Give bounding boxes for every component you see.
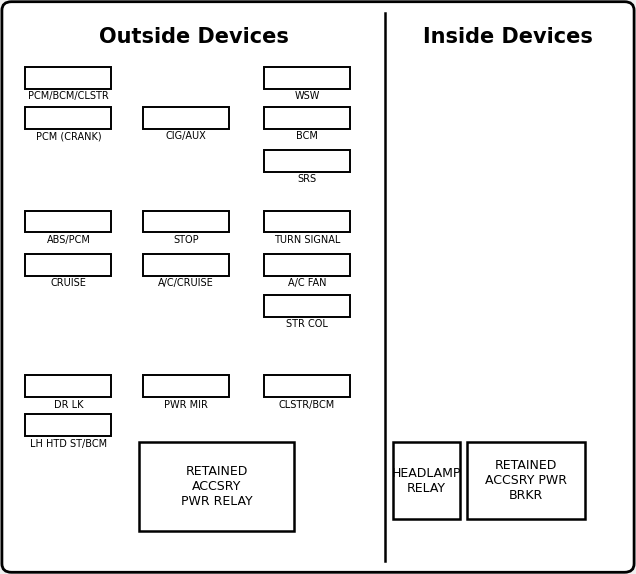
Text: RETAINED
ACCSRY
PWR RELAY: RETAINED ACCSRY PWR RELAY: [181, 465, 252, 508]
Text: Inside Devices: Inside Devices: [422, 28, 593, 47]
Text: BCM: BCM: [296, 131, 318, 141]
Bar: [25, 254, 111, 276]
Bar: [393, 442, 460, 519]
Bar: [25, 107, 111, 129]
Bar: [264, 67, 350, 89]
Text: SRS: SRS: [297, 174, 317, 184]
Bar: [25, 375, 111, 397]
Bar: [139, 442, 294, 531]
Bar: [25, 211, 111, 232]
Bar: [264, 107, 350, 129]
Text: A/C FAN: A/C FAN: [287, 278, 326, 288]
Bar: [25, 414, 111, 436]
Text: PCM (CRANK): PCM (CRANK): [36, 131, 101, 141]
Text: Outside Devices: Outside Devices: [99, 28, 289, 47]
Text: PCM/BCM/CLSTR: PCM/BCM/CLSTR: [28, 91, 109, 101]
Text: CRUISE: CRUISE: [50, 278, 86, 288]
Text: DR LK: DR LK: [53, 400, 83, 409]
Bar: [467, 442, 585, 519]
Text: LH HTD ST/BCM: LH HTD ST/BCM: [30, 439, 107, 448]
Bar: [143, 254, 229, 276]
Text: ABS/PCM: ABS/PCM: [46, 235, 90, 245]
Bar: [143, 107, 229, 129]
Bar: [264, 211, 350, 232]
Bar: [143, 211, 229, 232]
Text: WSW: WSW: [294, 91, 319, 101]
Text: A/C/CRUISE: A/C/CRUISE: [158, 278, 214, 288]
Text: TURN SIGNAL: TURN SIGNAL: [273, 235, 340, 245]
Text: HEADLAMP
RELAY: HEADLAMP RELAY: [392, 467, 461, 495]
Bar: [25, 67, 111, 89]
Text: PWR MIR: PWR MIR: [164, 400, 208, 409]
Text: STR COL: STR COL: [286, 319, 328, 329]
Bar: [264, 254, 350, 276]
Text: RETAINED
ACCSRY PWR
BRKR: RETAINED ACCSRY PWR BRKR: [485, 459, 567, 502]
Text: CIG/AUX: CIG/AUX: [165, 131, 207, 141]
Bar: [264, 295, 350, 317]
Text: STOP: STOP: [173, 235, 199, 245]
Text: CLSTR/BCM: CLSTR/BCM: [279, 400, 335, 409]
Bar: [264, 375, 350, 397]
Bar: [143, 375, 229, 397]
Bar: [264, 150, 350, 172]
